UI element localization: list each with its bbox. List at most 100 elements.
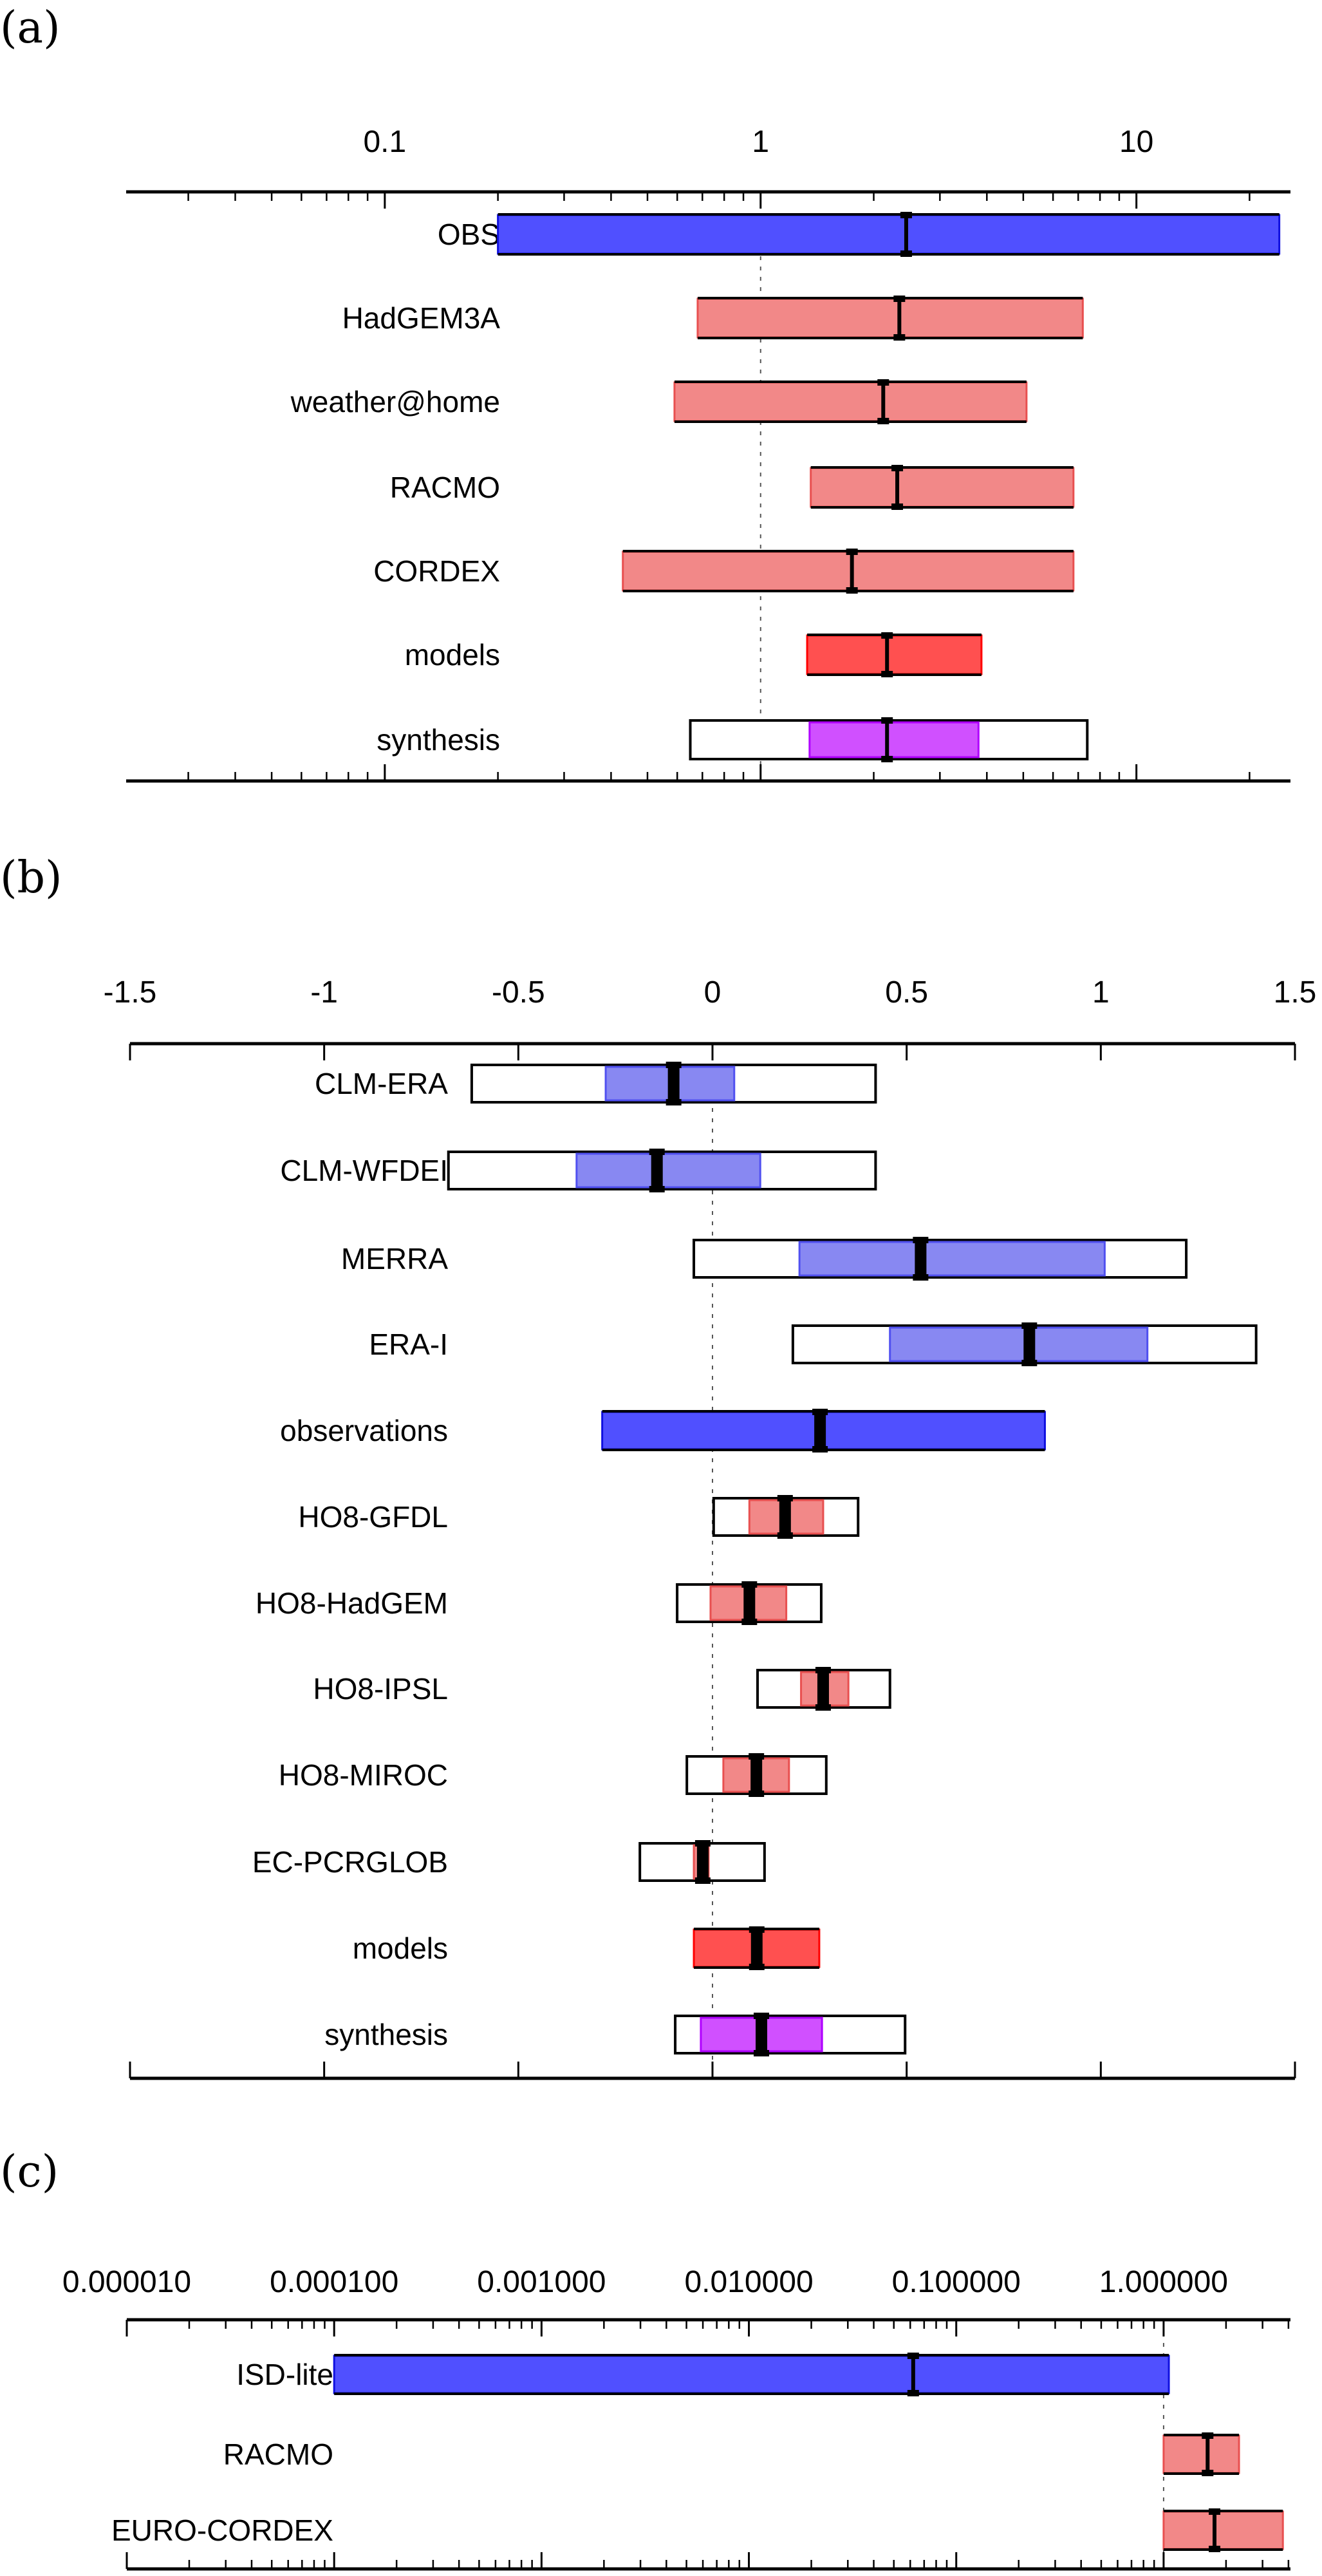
median-marker: [777, 1495, 793, 1539]
panel-label-b: (b): [0, 852, 62, 903]
row-observations: observations: [280, 1409, 1046, 1453]
x-tick-label: 1.5: [1274, 975, 1317, 1010]
row-label: CLM-WFDEI: [280, 1154, 448, 1187]
median-marker: [900, 212, 912, 257]
median-marker: [913, 1237, 929, 1281]
median-marker: [881, 632, 893, 677]
x-tick-label: 0.100000: [892, 2265, 1021, 2299]
median-marker: [1209, 2508, 1221, 2552]
x-tick-label: -1: [310, 975, 338, 1010]
x-tick-label: 10: [1119, 125, 1153, 159]
interval-bar: [810, 467, 1075, 508]
x-tick-label: 0.5: [885, 975, 928, 1010]
x-tick-label: -1.5: [104, 975, 157, 1010]
median-marker: [1021, 1322, 1038, 1366]
row-label: weather@home: [290, 385, 500, 418]
row-ho8-hadgem: HO8-HadGEM: [256, 1581, 823, 1625]
row-merra: MERRA: [341, 1237, 1188, 1281]
row-ho8-gfdl: HO8-GFDL: [298, 1495, 860, 1539]
median-marker: [907, 2353, 919, 2396]
interval-bar: [333, 2355, 1170, 2394]
row-cordex: CORDEX: [373, 549, 1075, 594]
interval-bar: [806, 634, 983, 675]
row-racmo: RACMO: [390, 465, 1075, 510]
interval-bar: [673, 381, 1028, 422]
panel-c: 0.000010 0.000100 0.001000 0.010000 0.100000…: [62, 2265, 1290, 2571]
row-label: synthesis: [324, 2018, 448, 2051]
row-clm-wfdei: CLM-WFDEI: [280, 1149, 877, 1192]
interval-bar: [497, 214, 1281, 255]
row-label: HO8-GFDL: [298, 1500, 448, 1534]
median-marker: [749, 1753, 765, 1797]
row-synthesis: synthesis: [377, 717, 1089, 762]
row-label: HO8-HadGEM: [256, 1586, 448, 1620]
median-marker: [754, 2013, 770, 2056]
interval-bar: [622, 550, 1075, 592]
row-era-i: ERA-I: [369, 1322, 1258, 1366]
row-ho8-ipsl: HO8-IPSL: [313, 1667, 891, 1711]
interval-bar: [1162, 2434, 1240, 2474]
median-marker: [1202, 2432, 1214, 2476]
x-tick-label: 1: [1092, 975, 1110, 1010]
row-label: ERA-I: [369, 1328, 448, 1361]
median-marker: [694, 1840, 711, 1884]
inner-interval-bar: [889, 1326, 1149, 1362]
panel-label-a: (a): [0, 3, 61, 53]
panel-b: -1.5 -1 -0.5 0 0.5 1 1.5 CLM-ERA CLM-WFDEI MERRA E…: [104, 975, 1317, 2080]
panel-label-c: (c): [0, 2147, 59, 2197]
median-marker: [815, 1667, 831, 1711]
interval-bar: [696, 297, 1084, 339]
interval-bar: [1162, 2510, 1284, 2550]
row-label: CLM-ERA: [315, 1067, 448, 1100]
row-label: models: [405, 638, 500, 672]
row-obs: OBS: [438, 212, 1281, 257]
row-label: OBS: [438, 218, 500, 251]
row-label: HO8-MIROC: [279, 1758, 448, 1792]
row-label: HO8-IPSL: [313, 1672, 448, 1706]
median-marker: [812, 1409, 828, 1453]
row-label: EURO-CORDEX: [111, 2514, 333, 2547]
panel-a: 0.1 1 10 OBS HadGEM3A weather@home RACMO CORDEX…: [126, 125, 1290, 783]
row-euro-cordex: EURO-CORDEX: [111, 2508, 1284, 2552]
row-models: models: [353, 1926, 821, 1970]
row-weather-home: weather@home: [290, 379, 1028, 424]
row-label: RACMO: [223, 2438, 333, 2471]
row-label: RACMO: [390, 471, 500, 504]
row-ho8-miroc: HO8-MIROC: [279, 1753, 828, 1797]
x-tick-label: -0.5: [492, 975, 545, 1010]
x-tick-label: 1.000000: [1099, 2265, 1228, 2299]
row-label: MERRA: [341, 1242, 448, 1275]
median-marker: [666, 1062, 682, 1105]
row-label: models: [353, 1932, 448, 1965]
x-tick-label: 0.000100: [270, 2265, 398, 2299]
row-hadgem3a: HadGEM3A: [342, 296, 1084, 341]
median-marker: [891, 465, 904, 510]
row-models: models: [405, 632, 983, 677]
inner-interval-bar: [575, 1152, 761, 1189]
row-label: synthesis: [377, 723, 500, 757]
row-racmo: RACMO: [223, 2432, 1240, 2476]
x-tick-label: 0: [704, 975, 722, 1010]
inner-interval-bar: [798, 1241, 1106, 1277]
x-tick-label: 1: [752, 125, 769, 159]
x-tick-label: 0.010000: [684, 2265, 813, 2299]
median-marker: [741, 1581, 758, 1625]
row-label: HadGEM3A: [342, 301, 501, 335]
row-label: observations: [280, 1414, 448, 1447]
x-tick-label: 0.000010: [62, 2265, 191, 2299]
median-marker: [881, 717, 893, 762]
median-marker: [877, 379, 889, 424]
row-clm-era: CLM-ERA: [315, 1062, 877, 1105]
median-marker: [649, 1149, 665, 1192]
median-marker: [749, 1926, 765, 1970]
inner-interval-bar: [808, 721, 980, 758]
x-tick-label: 0.1: [363, 125, 406, 159]
median-marker: [846, 549, 858, 594]
median-marker: [893, 296, 906, 341]
row-ec-pcrglob: EC-PCRGLOB: [252, 1840, 766, 1884]
row-label: ISD-lite: [236, 2358, 333, 2391]
row-synthesis: synthesis: [324, 2013, 907, 2056]
row-label: CORDEX: [373, 554, 500, 588]
row-label: EC-PCRGLOB: [252, 1845, 448, 1879]
